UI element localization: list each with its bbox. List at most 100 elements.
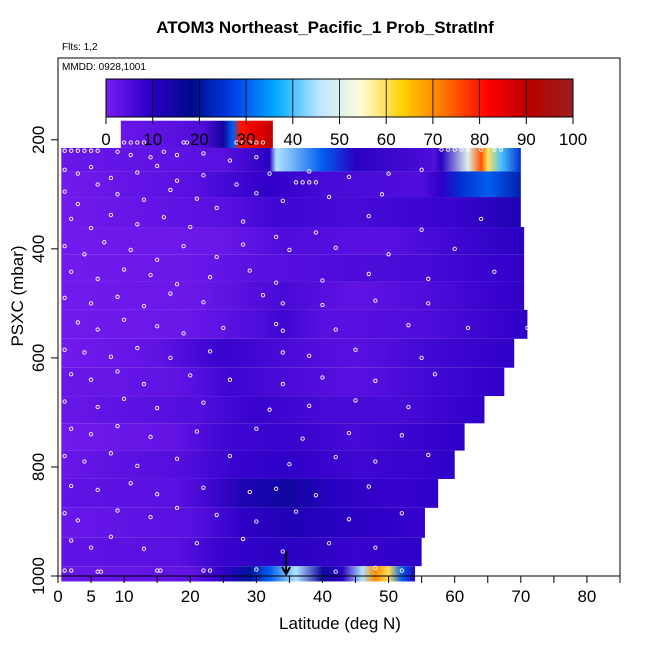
sample-circle xyxy=(333,569,338,574)
sample-circle xyxy=(108,212,114,218)
sample-circle xyxy=(174,178,180,183)
sample-circle xyxy=(181,243,186,249)
sample-circle xyxy=(158,568,163,573)
x-tick-label: 30 xyxy=(247,587,266,606)
sample-circle xyxy=(267,407,272,412)
sample-circle xyxy=(155,492,160,497)
sample-circle xyxy=(274,280,279,285)
sample-circle xyxy=(69,538,74,543)
sample-circle xyxy=(141,303,147,309)
sample-circle xyxy=(280,301,285,306)
sample-circle xyxy=(419,355,424,361)
sample-circle xyxy=(274,234,279,239)
sample-circle xyxy=(346,517,352,522)
sample-circle xyxy=(386,171,391,176)
sample-circle xyxy=(148,155,153,160)
sample-circle xyxy=(247,268,252,273)
x-tick-label: 60 xyxy=(445,587,464,606)
sample-circle xyxy=(108,175,114,181)
sample-circle xyxy=(95,404,100,410)
sample-circle xyxy=(141,381,147,387)
sample-circle xyxy=(399,511,404,516)
x-tick-label: 0 xyxy=(53,587,62,606)
sample-circle xyxy=(353,347,358,352)
sample-circle xyxy=(479,147,484,152)
sample-circle xyxy=(254,155,259,160)
sample-circle xyxy=(135,345,140,351)
plot-frame xyxy=(57,57,621,577)
y-tick-label: 600 xyxy=(29,344,48,372)
sample-circle xyxy=(155,163,160,169)
sample-circle xyxy=(121,396,127,401)
colorbar: 0 10 20 30 40 50 60 70 80 90 100 xyxy=(101,78,587,149)
sample-circle xyxy=(201,151,206,156)
sample-circle xyxy=(287,247,292,253)
sample-circle xyxy=(75,148,80,153)
sample-circle xyxy=(300,436,305,441)
sample-circle xyxy=(128,247,133,253)
x-tick-label: 70 xyxy=(511,587,530,606)
sample-circle xyxy=(260,293,266,298)
sample-circle xyxy=(274,321,279,327)
sample-circle xyxy=(141,546,147,551)
sample-circle xyxy=(373,459,378,464)
sample-circle xyxy=(307,169,312,174)
sample-circle xyxy=(75,518,80,523)
sample-circle xyxy=(326,541,332,546)
sample-circle xyxy=(426,276,431,281)
sample-circle xyxy=(115,508,120,513)
sample-circle xyxy=(115,192,120,197)
sample-circle xyxy=(254,426,259,431)
sample-circle xyxy=(161,215,166,220)
sample-circle xyxy=(313,180,319,185)
sample-circle xyxy=(98,569,104,574)
sample-circle xyxy=(95,327,100,332)
sample-circle xyxy=(69,568,74,573)
sample-circle xyxy=(353,398,358,403)
sample-circle xyxy=(419,227,424,232)
sample-circle xyxy=(313,493,319,498)
sample-circle xyxy=(280,381,285,387)
sample-circle xyxy=(161,149,166,154)
sample-circle xyxy=(386,252,391,257)
sample-circle xyxy=(88,164,94,170)
sample-circle xyxy=(240,536,246,542)
sample-circle xyxy=(366,213,371,219)
x-tick-label: 40 xyxy=(313,587,332,606)
x-tick-label: 50 xyxy=(379,587,398,606)
sample-circle xyxy=(379,192,385,197)
sample-circle xyxy=(227,377,233,382)
sample-circle xyxy=(174,505,180,510)
sample-circle xyxy=(439,147,444,152)
heatmap-layer xyxy=(61,171,521,198)
sample-circle xyxy=(135,463,140,469)
heatmap-layer xyxy=(61,537,422,567)
sample-circle xyxy=(121,317,127,322)
sample-circle xyxy=(399,568,404,573)
sample-circle xyxy=(313,230,319,235)
sample-circle xyxy=(62,189,67,194)
sample-circle xyxy=(459,147,464,152)
heatmap-layer xyxy=(61,367,505,397)
sample-circle xyxy=(188,224,193,230)
heatmap-layer xyxy=(61,227,525,255)
sample-circle xyxy=(201,485,206,490)
sample-circle xyxy=(128,140,133,145)
sample-circle xyxy=(135,222,140,227)
sample-circle xyxy=(201,400,206,405)
x-tick-label: 20 xyxy=(181,587,200,606)
sample-circle xyxy=(320,278,325,283)
sample-circle xyxy=(274,486,279,491)
sample-circle xyxy=(148,272,153,278)
sample-circle xyxy=(95,148,100,153)
sample-circle xyxy=(445,147,451,152)
arrow-head xyxy=(281,566,291,577)
sample-circle xyxy=(373,378,378,383)
sample-circle xyxy=(135,170,140,175)
sample-circles xyxy=(62,140,530,574)
sample-circle xyxy=(221,325,226,331)
sample-circle xyxy=(174,456,180,461)
sample-circle xyxy=(366,271,371,277)
sample-circle xyxy=(214,254,219,260)
